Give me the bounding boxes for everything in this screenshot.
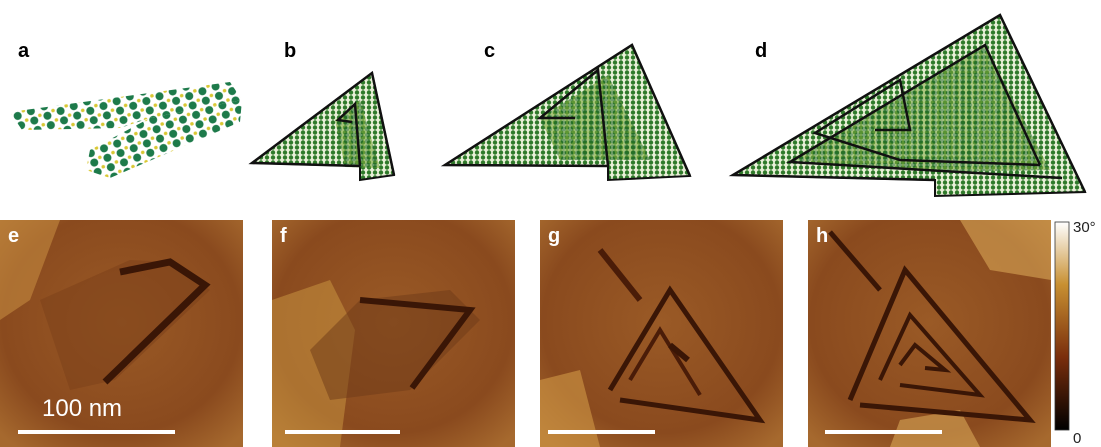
scale-bar-label: 100 nm: [42, 395, 122, 422]
colorbar-min: 0: [1073, 430, 1081, 447]
afm-image: f: [272, 220, 515, 447]
panel-label: h: [816, 225, 828, 247]
afm-image: h: [808, 220, 1051, 447]
afm-image: g: [540, 220, 783, 447]
spiral-model: [445, 45, 690, 180]
panel-label: c: [484, 40, 495, 62]
colorbar: [1055, 222, 1069, 430]
colorbar-max: 30°: [1073, 219, 1096, 236]
panel-label: f: [280, 225, 287, 247]
figure: a b c d 100 nm e: [0, 0, 1101, 447]
panel-label: e: [8, 225, 19, 247]
spiral-model: [733, 15, 1085, 196]
structure-model: [10, 82, 242, 178]
panel-label: d: [755, 40, 767, 62]
panel-label: b: [284, 40, 296, 62]
panel-label: g: [548, 225, 560, 247]
spiral-model: [252, 73, 394, 180]
panel-label: a: [18, 40, 30, 62]
afm-image: 100 nm e: [0, 220, 243, 447]
